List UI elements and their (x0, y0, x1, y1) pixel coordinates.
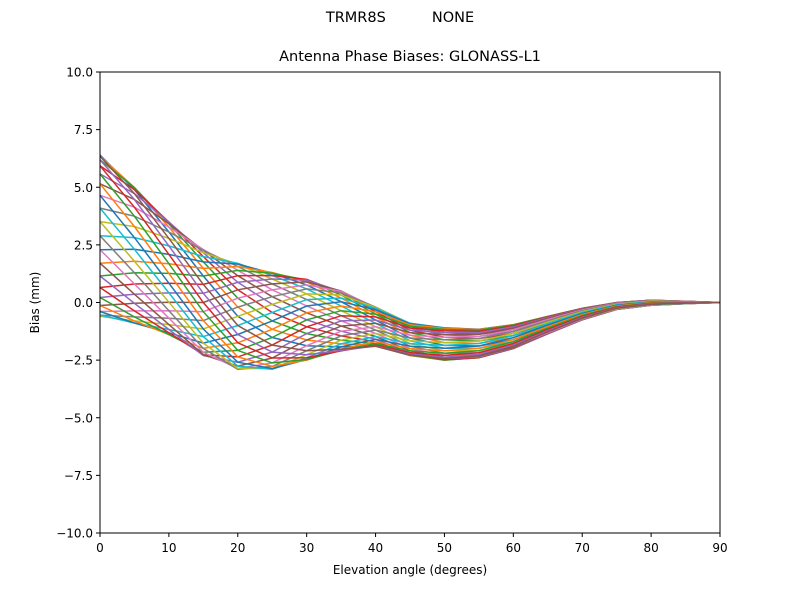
x-tick-label: 0 (96, 541, 104, 555)
x-tick-label: 70 (575, 541, 590, 555)
x-axis-label: Elevation angle (degrees) (333, 563, 487, 577)
y-tick-label: −10.0 (56, 527, 93, 541)
series-line (99, 155, 721, 360)
y-tick-label: 10.0 (66, 66, 93, 80)
x-tick-label: 80 (643, 541, 658, 555)
y-tick-label: −7.5 (64, 469, 93, 483)
y-tick-label: 0.0 (74, 296, 93, 310)
y-axis-label: Bias (mm) (28, 272, 42, 334)
chart-title: Antenna Phase Biases: GLONASS-L1 (279, 49, 541, 65)
x-axis-ticks: 0 10 20 30 40 50 60 70 80 90 (96, 533, 728, 555)
x-tick-label: 20 (230, 541, 245, 555)
x-tick-label: 50 (437, 541, 452, 555)
figure-suptitle: TRMR8S NONE (325, 10, 475, 26)
x-tick-label: 90 (712, 541, 727, 555)
x-tick-label: 40 (368, 541, 383, 555)
y-axis-ticks: 10.0 7.5 5.0 2.5 0.0 −2.5 −5.0 −7.5 −10.0 (56, 66, 100, 541)
y-tick-label: −2.5 (64, 354, 93, 368)
y-tick-label: −5.0 (64, 411, 93, 425)
y-tick-label: 2.5 (74, 238, 93, 252)
data-lines (99, 154, 721, 371)
series-line (99, 154, 721, 361)
x-tick-label: 60 (506, 541, 521, 555)
x-tick-label: 10 (161, 541, 176, 555)
y-tick-label: 7.5 (74, 123, 93, 137)
y-tick-label: 5.0 (74, 181, 93, 195)
x-tick-label: 30 (299, 541, 314, 555)
